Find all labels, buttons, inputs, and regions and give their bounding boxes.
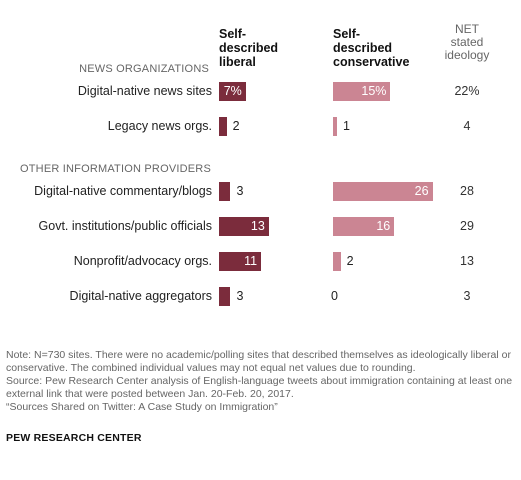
net-value: 13 (460, 254, 474, 268)
row-label: Digital-native news sites (77, 84, 212, 98)
conservative-header-line-3: conservative (333, 55, 410, 69)
chart-note: Note: N=730 sites. There were no academi… (6, 349, 514, 414)
net-value: 4 (463, 119, 471, 133)
conservative-value-label: 1 (343, 119, 350, 133)
conservative-column-header: Self- described conservative (333, 27, 409, 69)
liberal-header-line-3: liberal (219, 55, 256, 69)
liberal-bar (219, 287, 231, 306)
section-label: OTHER INFORMATION PROVIDERS (20, 163, 211, 175)
source-text: Source: Pew Research Center analysis of … (6, 375, 513, 400)
conservative-bar (333, 117, 337, 136)
note-text: Note: N=730 sites. There were no academi… (6, 349, 511, 374)
row-label: Digital-native aggregators (69, 289, 212, 303)
liberal-value-label: 3 (236, 184, 244, 198)
net-header-line-1: NET (455, 22, 479, 36)
liberal-value-label: 11 (244, 254, 258, 268)
conservative-value-label: 16 (376, 219, 391, 233)
liberal-bar (219, 217, 269, 236)
liberal-bar (219, 252, 262, 271)
report-title: “Sources Shared on Twitter: A Case Study… (6, 401, 278, 413)
row-label: Digital-native commentary/blogs (34, 184, 212, 198)
row-label: Legacy news orgs. (107, 119, 212, 133)
liberal-value-label: 2 (232, 119, 240, 133)
row-label: Govt. institutions/public officials (38, 219, 212, 233)
liberal-bar (219, 182, 231, 201)
net-value: 22% (454, 84, 480, 98)
conservative-value-label: 15% (361, 84, 387, 98)
liberal-bar (219, 82, 246, 101)
net-value: 29 (460, 219, 474, 233)
conservative-bar (333, 217, 395, 236)
row-label: Nonprofit/advocacy orgs. (73, 254, 212, 268)
conservative-value-label: 26 (414, 184, 429, 198)
liberal-column-header: Self- described liberal (219, 27, 278, 69)
liberal-header-line-1: Self- (219, 27, 247, 41)
liberal-bar (219, 117, 227, 136)
conservative-value-label: 0 (331, 289, 338, 303)
conservative-bar (333, 252, 341, 271)
net-column-header: NET stated ideology (437, 23, 497, 62)
liberal-value-label: 13 (250, 219, 265, 233)
net-header-line-3: ideology (444, 48, 490, 62)
conservative-header-line-2: described (333, 41, 393, 55)
pew-research-center-brand: PEW RESEARCH CENTER (6, 432, 142, 444)
liberal-value-label: 7% (223, 84, 242, 98)
liberal-header-line-2: described (219, 41, 279, 55)
conservative-bar (333, 182, 433, 201)
section-label: NEWS ORGANIZATIONS (79, 63, 209, 75)
liberal-value-label: 3 (236, 289, 244, 303)
net-value: 3 (463, 289, 471, 303)
net-value: 28 (460, 184, 474, 198)
conservative-header-line-1: Self- (333, 27, 361, 41)
conservative-bar (333, 82, 391, 101)
net-header-line-2: stated (450, 35, 484, 49)
conservative-value-label: 2 (346, 254, 354, 268)
